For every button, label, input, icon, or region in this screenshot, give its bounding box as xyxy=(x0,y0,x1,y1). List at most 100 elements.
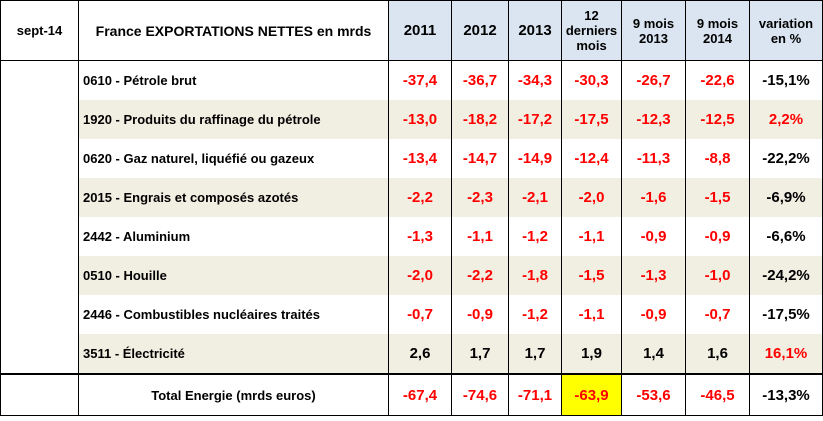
value-cell: -2,0 xyxy=(388,256,452,295)
value-cell: -2,0 xyxy=(561,178,622,217)
empty-cell xyxy=(0,373,79,416)
value-cell: -1,3 xyxy=(388,217,452,256)
value-cell: -22,6 xyxy=(685,60,750,100)
col-header: 9 mois 2014 xyxy=(685,0,750,61)
table-row: 3511 - Électricité 2,6 1,7 1,7 1,9 1,4 1,6 16,1… xyxy=(0,334,823,374)
col-header: 12 derniers mois xyxy=(561,0,622,61)
row-label: 0620 - Gaz naturel, liquéfié ou gazeux xyxy=(78,139,389,178)
total-label: Total Energie (mrds euros) xyxy=(78,373,389,416)
value-cell: -36,7 xyxy=(451,60,509,100)
value-cell: 2,6 xyxy=(388,334,452,374)
value-cell: 1,4 xyxy=(621,334,686,374)
value-cell: -34,3 xyxy=(508,60,562,100)
value-cell: -1,1 xyxy=(561,295,622,334)
value-cell: -0,7 xyxy=(388,295,452,334)
variation-cell: 16,1% xyxy=(749,334,823,374)
total-row: Total Energie (mrds euros) -67,4 -74,6 -… xyxy=(0,373,823,416)
table-row: 2442 - Aluminium -1,3 -1,1 -1,2 -1,1 -0,9 -0,9… xyxy=(0,217,823,256)
table-row: 0620 - Gaz naturel, liquéfié ou gazeux -1… xyxy=(0,139,823,178)
variation-cell: -6,6% xyxy=(749,217,823,256)
value-cell: -13,0 xyxy=(388,100,452,139)
value-cell: -1,2 xyxy=(508,295,562,334)
value-cell: -2,3 xyxy=(451,178,509,217)
col-header: 2013 xyxy=(508,0,562,61)
col-header: 2011 xyxy=(388,0,452,61)
value-cell: -26,7 xyxy=(621,60,686,100)
variation-cell: 2,2% xyxy=(749,100,823,139)
value-cell: -18,2 xyxy=(451,100,509,139)
row-label: 2446 - Combustibles nucléaires traités xyxy=(78,295,389,334)
date-label: sept-14 xyxy=(0,0,79,61)
empty-cell xyxy=(0,256,79,295)
total-cell: -67,4 xyxy=(388,373,452,416)
table-row: 0510 - Houille -2,0 -2,2 -1,8 -1,5 -1,3 -1,0 -2… xyxy=(0,256,823,295)
value-cell: -8,8 xyxy=(685,139,750,178)
empty-cell xyxy=(0,60,79,100)
value-cell: -1,6 xyxy=(621,178,686,217)
col-header: variation en % xyxy=(749,0,823,61)
value-cell: 1,9 xyxy=(561,334,622,374)
value-cell: -1,1 xyxy=(561,217,622,256)
table-row: 1920 - Produits du raffinage du pétrole -… xyxy=(0,100,823,139)
variation-cell: -6,9% xyxy=(749,178,823,217)
table-title: France EXPORTATIONS NETTES en mrds xyxy=(78,0,389,61)
value-cell: 1,6 xyxy=(685,334,750,374)
table-row: 2446 - Combustibles nucléaires traités -0… xyxy=(0,295,823,334)
value-cell: -17,5 xyxy=(561,100,622,139)
total-cell: -53,6 xyxy=(621,373,686,416)
empty-cell xyxy=(0,334,79,374)
table-row: 0610 - Pétrole brut -37,4 -36,7 -34,3 -30,3-… xyxy=(0,60,823,100)
total-cell: -46,5 xyxy=(685,373,750,416)
col-header: 9 mois 2013 xyxy=(621,0,686,61)
table-row: 2015 - Engrais et composés azotés -2,2 -2,… xyxy=(0,178,823,217)
value-cell: 1,7 xyxy=(508,334,562,374)
value-cell: -30,3 xyxy=(561,60,622,100)
header-row: sept-14 France EXPORTATIONS NETTES en mr… xyxy=(0,0,823,61)
total-cell-highlighted: -63,9 xyxy=(561,373,622,416)
row-label: 2442 - Aluminium xyxy=(78,217,389,256)
value-cell: -14,7 xyxy=(451,139,509,178)
empty-cell xyxy=(0,100,79,139)
variation-cell: -15,1% xyxy=(749,60,823,100)
value-cell: -13,4 xyxy=(388,139,452,178)
total-cell: -71,1 xyxy=(508,373,562,416)
value-cell: -1,2 xyxy=(508,217,562,256)
value-cell: -0,9 xyxy=(621,217,686,256)
value-cell: -2,2 xyxy=(388,178,452,217)
value-cell: -12,5 xyxy=(685,100,750,139)
value-cell: -2,2 xyxy=(451,256,509,295)
value-cell: -0,9 xyxy=(685,217,750,256)
value-cell: -1,8 xyxy=(508,256,562,295)
empty-cell xyxy=(0,139,79,178)
value-cell: -14,9 xyxy=(508,139,562,178)
value-cell: 1,7 xyxy=(451,334,509,374)
value-cell: -1,5 xyxy=(685,178,750,217)
empty-cell xyxy=(0,178,79,217)
empty-cell xyxy=(0,295,79,334)
value-cell: -0,7 xyxy=(685,295,750,334)
row-label: 0610 - Pétrole brut xyxy=(78,60,389,100)
value-cell: -0,9 xyxy=(621,295,686,334)
variation-cell: -17,5% xyxy=(749,295,823,334)
total-variation: -13,3% xyxy=(749,373,823,416)
value-cell: -1,0 xyxy=(685,256,750,295)
value-cell: -0,9 xyxy=(451,295,509,334)
empty-cell xyxy=(0,217,79,256)
total-cell: -74,6 xyxy=(451,373,509,416)
value-cell: -1,3 xyxy=(621,256,686,295)
value-cell: -1,1 xyxy=(451,217,509,256)
variation-cell: -22,2% xyxy=(749,139,823,178)
row-label: 2015 - Engrais et composés azotés xyxy=(78,178,389,217)
value-cell: -12,4 xyxy=(561,139,622,178)
row-label: 1920 - Produits du raffinage du pétrole xyxy=(78,100,389,139)
row-label: 3511 - Électricité xyxy=(78,334,389,374)
value-cell: -1,5 xyxy=(561,256,622,295)
value-cell: -2,1 xyxy=(508,178,562,217)
col-header: 2012 xyxy=(451,0,509,61)
variation-cell: -24,2% xyxy=(749,256,823,295)
value-cell: -17,2 xyxy=(508,100,562,139)
row-label: 0510 - Houille xyxy=(78,256,389,295)
value-cell: -12,3 xyxy=(621,100,686,139)
value-cell: -11,3 xyxy=(621,139,686,178)
